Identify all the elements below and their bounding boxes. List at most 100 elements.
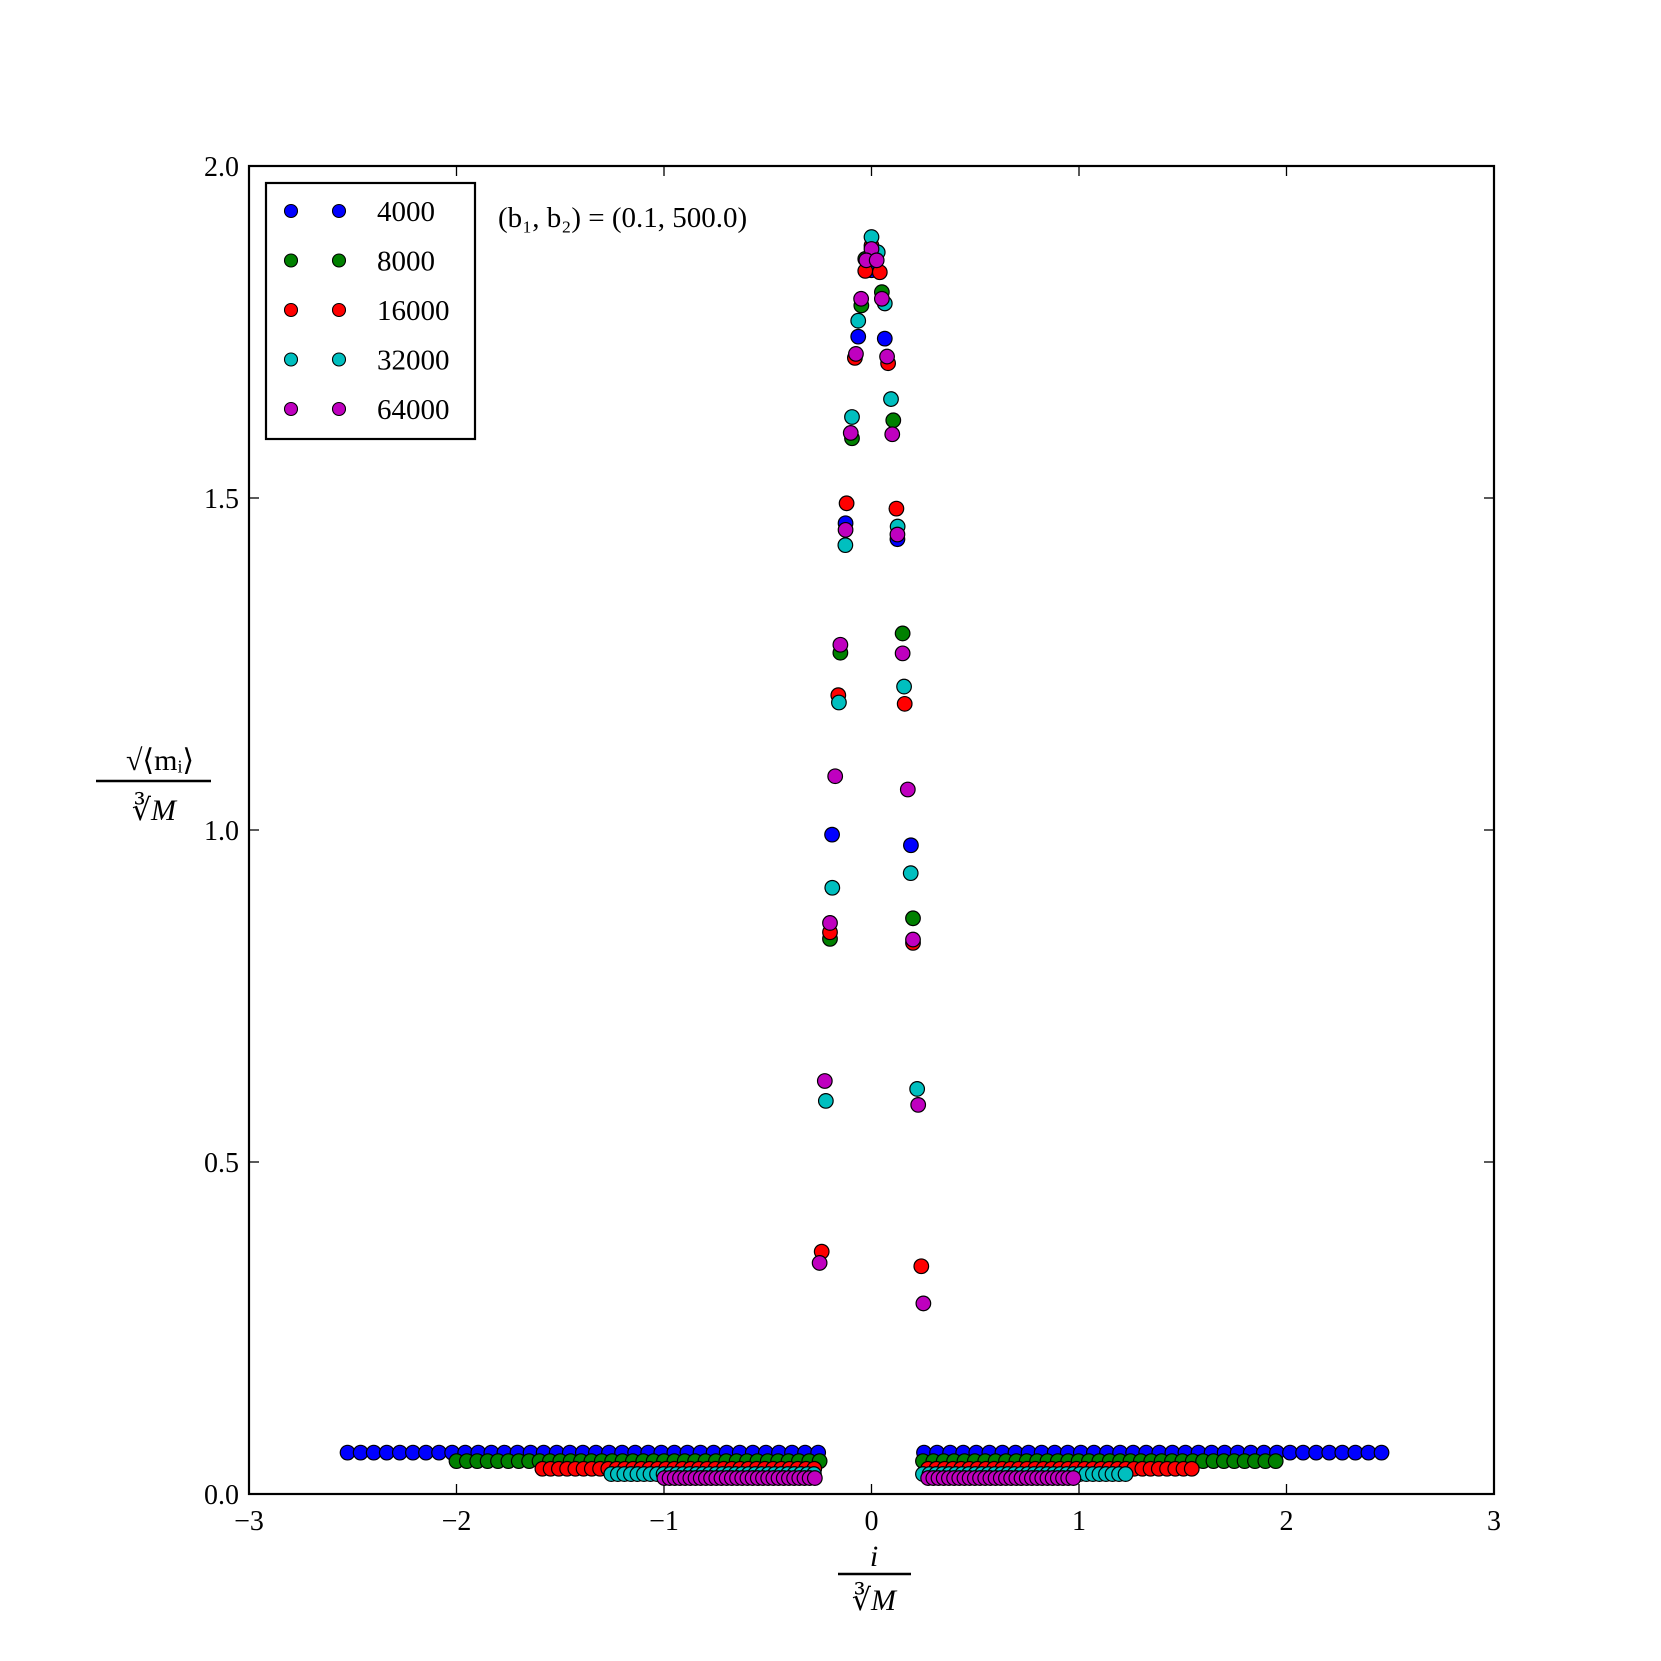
legend-marker bbox=[283, 203, 299, 219]
data-point bbox=[816, 1073, 833, 1089]
data-point bbox=[811, 1255, 828, 1271]
legend-marker bbox=[283, 352, 299, 367]
data-point bbox=[899, 781, 916, 798]
legend-marker bbox=[283, 401, 299, 417]
data-point bbox=[842, 425, 859, 441]
data-point bbox=[850, 312, 867, 329]
legend-label: 4000 bbox=[377, 196, 435, 228]
data-point bbox=[903, 837, 919, 854]
data-point bbox=[1334, 1444, 1351, 1461]
data-point bbox=[868, 252, 885, 269]
legend-item: 16000 bbox=[283, 295, 450, 327]
legend-item: 4000 bbox=[283, 196, 435, 228]
legend-box bbox=[264, 181, 477, 441]
data-point bbox=[405, 1444, 421, 1461]
data-point bbox=[888, 500, 905, 517]
legend-item: 32000 bbox=[283, 345, 450, 377]
x-tick-label: −1 bbox=[649, 1506, 679, 1537]
data-point bbox=[1373, 1444, 1390, 1461]
data-point bbox=[1347, 1444, 1364, 1461]
data-point bbox=[1183, 1460, 1200, 1477]
data-point bbox=[824, 826, 840, 843]
data-point bbox=[822, 915, 838, 931]
series-64000 bbox=[656, 241, 1082, 1486]
data-point bbox=[352, 1444, 369, 1461]
data-point bbox=[915, 1295, 932, 1312]
data-point bbox=[837, 537, 854, 554]
axis-ticks: −3 −2 −1 0 1 2 3 0.0 0.5 1.0 1.5 2.0 bbox=[204, 152, 1501, 1537]
y-tick-label: 0.0 bbox=[204, 1480, 239, 1511]
data-point bbox=[838, 495, 855, 512]
x-tick-label: 3 bbox=[1487, 1506, 1501, 1537]
data-point bbox=[1295, 1444, 1311, 1461]
x-label-denominator: ∛M bbox=[852, 1581, 898, 1617]
legend-marker bbox=[331, 203, 347, 219]
x-tick-label: 1 bbox=[1072, 1506, 1086, 1537]
data-point bbox=[817, 1093, 834, 1109]
data-point bbox=[1282, 1444, 1298, 1461]
data-point bbox=[853, 290, 870, 307]
x-label-numerator: i bbox=[870, 1540, 878, 1573]
data-point bbox=[913, 1258, 930, 1275]
data-point bbox=[896, 695, 913, 712]
data-point bbox=[824, 879, 841, 896]
data-point bbox=[365, 1444, 382, 1461]
data-point bbox=[894, 625, 911, 642]
legend: 4000 8000 16000 32000 64000 bbox=[264, 181, 477, 441]
legend-label: 64000 bbox=[377, 394, 450, 426]
data-point bbox=[378, 1444, 395, 1461]
data-point bbox=[1267, 1453, 1284, 1470]
data-point bbox=[806, 1470, 823, 1486]
data-point bbox=[339, 1444, 356, 1461]
data-points bbox=[339, 229, 1390, 1486]
data-point bbox=[894, 645, 911, 662]
x-axis-label: i ∛M bbox=[838, 1540, 911, 1617]
data-point bbox=[832, 636, 849, 653]
data-point bbox=[1117, 1466, 1134, 1482]
legend-item: 8000 bbox=[283, 246, 435, 278]
data-point bbox=[909, 1081, 926, 1097]
data-point bbox=[905, 931, 921, 948]
data-point bbox=[837, 521, 854, 538]
data-point bbox=[883, 391, 899, 407]
y-label-numerator: √⟨mᵢ⟩ bbox=[126, 744, 194, 777]
data-point bbox=[391, 1444, 408, 1461]
data-point bbox=[876, 330, 893, 347]
legend-item: 64000 bbox=[283, 394, 450, 426]
data-point bbox=[1360, 1444, 1377, 1461]
y-tick-label: 0.5 bbox=[204, 1148, 239, 1179]
data-point bbox=[905, 910, 921, 927]
y-tick-label: 1.5 bbox=[204, 484, 239, 515]
x-tick-label: −3 bbox=[234, 1506, 264, 1537]
data-point bbox=[910, 1096, 927, 1113]
legend-label: 32000 bbox=[377, 345, 450, 377]
data-point bbox=[896, 678, 912, 695]
y-tick-label: 2.0 bbox=[204, 152, 239, 183]
legend-marker bbox=[331, 253, 347, 268]
y-tick-label: 1.0 bbox=[204, 816, 239, 847]
legend-marker bbox=[283, 302, 299, 318]
y-axis-label: √⟨mᵢ⟩ ∛M bbox=[96, 744, 211, 827]
data-point bbox=[889, 526, 906, 543]
data-point bbox=[1065, 1470, 1082, 1486]
data-point bbox=[884, 426, 901, 443]
data-point bbox=[431, 1444, 447, 1461]
legend-label: 8000 bbox=[377, 246, 435, 278]
legend-marker bbox=[331, 302, 347, 318]
x-tick-label: −2 bbox=[442, 1506, 472, 1537]
data-point bbox=[844, 409, 860, 425]
data-point bbox=[827, 768, 844, 785]
x-tick-label: 2 bbox=[1280, 1506, 1294, 1537]
data-point bbox=[850, 328, 867, 345]
annotation-text: (b₁, b₂) = (0.1, 500.0) bbox=[498, 202, 747, 234]
data-point bbox=[848, 346, 864, 362]
data-point bbox=[873, 290, 890, 307]
data-point bbox=[418, 1444, 434, 1461]
data-point bbox=[885, 412, 902, 429]
legend-marker bbox=[331, 401, 347, 417]
data-point bbox=[1321, 1444, 1338, 1461]
data-point bbox=[831, 694, 847, 711]
x-tick-label: 0 bbox=[865, 1506, 879, 1537]
legend-marker bbox=[283, 253, 299, 268]
